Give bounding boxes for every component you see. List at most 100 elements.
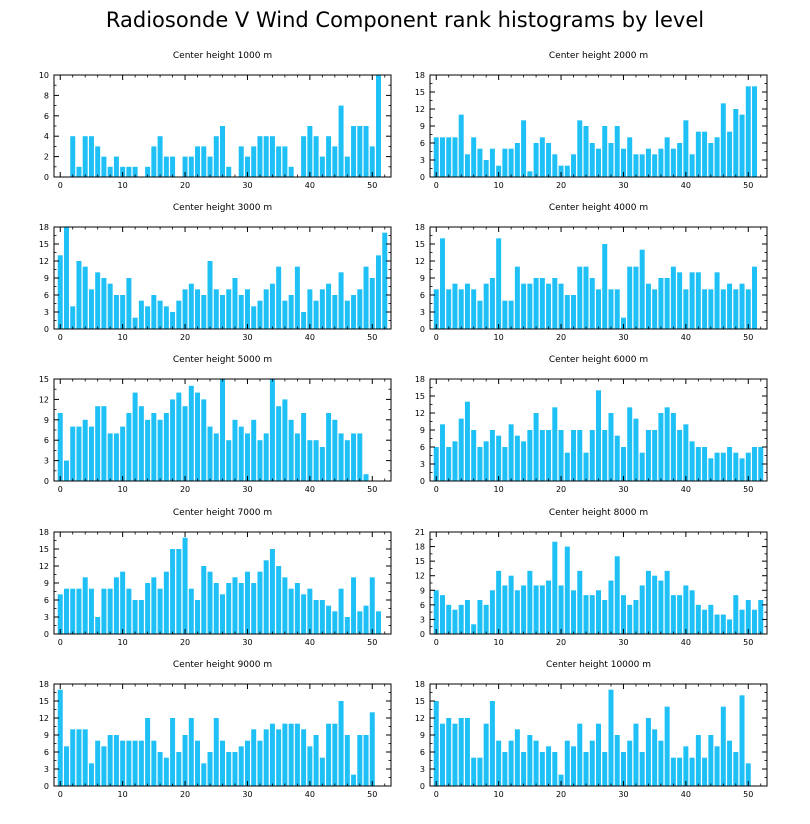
bar xyxy=(502,585,508,634)
y-tick-label: 0 xyxy=(44,173,49,182)
bar xyxy=(614,735,620,786)
bar xyxy=(745,452,751,481)
y-tick-label: 9 xyxy=(420,122,425,131)
bar xyxy=(608,289,614,329)
bar xyxy=(301,729,307,786)
bar xyxy=(521,441,527,481)
bar xyxy=(126,588,132,634)
bar xyxy=(107,735,113,786)
bar xyxy=(76,588,82,634)
bar xyxy=(351,295,357,329)
bar xyxy=(708,143,714,177)
bar xyxy=(232,419,238,481)
bar xyxy=(527,735,533,786)
bar xyxy=(244,156,250,177)
bar xyxy=(552,407,558,481)
panel-4: Center height 4000 m 0 10 20 30 40 50 0 3 6 9 12 15 1… xyxy=(415,203,768,342)
bar xyxy=(63,460,69,481)
y-tick-label: 9 xyxy=(420,274,425,283)
bar xyxy=(446,289,452,329)
bar xyxy=(471,624,477,634)
bar xyxy=(433,701,439,786)
panel-title: Center height 2000 m xyxy=(549,51,648,61)
bar xyxy=(446,718,452,786)
bar xyxy=(458,604,464,634)
bar xyxy=(533,278,539,329)
y-tick-label: 15 xyxy=(39,375,49,384)
bar xyxy=(608,689,614,786)
bar xyxy=(639,452,645,481)
bar xyxy=(645,570,651,634)
bar xyxy=(244,433,250,481)
bar xyxy=(363,126,369,177)
bar xyxy=(176,549,182,634)
bar xyxy=(138,740,144,786)
bar xyxy=(439,137,445,177)
bar xyxy=(82,729,88,786)
x-tick-label: 50 xyxy=(367,333,377,342)
bar xyxy=(677,272,683,329)
y-tick-label: 4 xyxy=(44,132,49,141)
x-tick-label: 20 xyxy=(556,638,566,647)
bar xyxy=(226,166,232,177)
bar xyxy=(583,126,589,177)
bar xyxy=(508,300,514,329)
bar xyxy=(602,126,608,177)
x-tick-label: 50 xyxy=(743,333,753,342)
bar xyxy=(627,137,633,177)
bar xyxy=(733,109,739,177)
panel-7: Center height 7000 m 0 10 20 30 40 50 0 3 6 9 12 15 1… xyxy=(39,508,392,647)
y-tick-label: 18 xyxy=(415,71,425,80)
bar xyxy=(132,740,138,786)
bar xyxy=(596,723,601,786)
bar xyxy=(571,295,577,329)
y-tick-label: 3 xyxy=(420,460,425,469)
bar xyxy=(138,600,144,634)
bar xyxy=(120,571,126,634)
bar xyxy=(357,289,363,329)
bar xyxy=(332,146,338,177)
bar xyxy=(471,430,477,481)
bar xyxy=(577,120,583,177)
y-tick-label: 6 xyxy=(44,596,49,605)
bar xyxy=(739,458,745,481)
y-tick-label: 15 xyxy=(415,88,425,97)
y-tick-label: 18 xyxy=(415,680,425,689)
bar xyxy=(251,146,257,177)
bar xyxy=(602,430,608,481)
bar xyxy=(658,413,664,481)
bar xyxy=(301,594,307,634)
bar xyxy=(257,300,263,329)
x-tick-label: 0 xyxy=(434,638,439,647)
bar xyxy=(101,278,107,329)
bar xyxy=(313,136,319,177)
bar xyxy=(269,723,275,786)
bar xyxy=(307,289,313,329)
bar xyxy=(652,430,658,481)
bar xyxy=(752,609,758,634)
bar xyxy=(683,585,689,634)
bar xyxy=(589,740,595,786)
bar xyxy=(195,289,201,329)
bar xyxy=(357,735,363,786)
bar xyxy=(458,289,464,329)
bar xyxy=(294,266,300,329)
bar xyxy=(689,757,695,786)
bar xyxy=(552,154,558,177)
bar xyxy=(319,289,325,329)
bar xyxy=(720,452,726,481)
bar xyxy=(307,588,313,634)
bar xyxy=(88,136,94,177)
y-tick-label: 9 xyxy=(44,274,49,283)
y-tick-label: 6 xyxy=(420,601,425,610)
bar xyxy=(627,407,633,481)
bar xyxy=(238,746,244,786)
bar xyxy=(758,600,764,634)
bar xyxy=(583,752,589,786)
bar xyxy=(483,160,489,177)
x-tick-label: 40 xyxy=(681,485,691,494)
bar xyxy=(163,306,169,329)
x-tick-label: 30 xyxy=(618,638,628,647)
bar xyxy=(577,266,583,329)
